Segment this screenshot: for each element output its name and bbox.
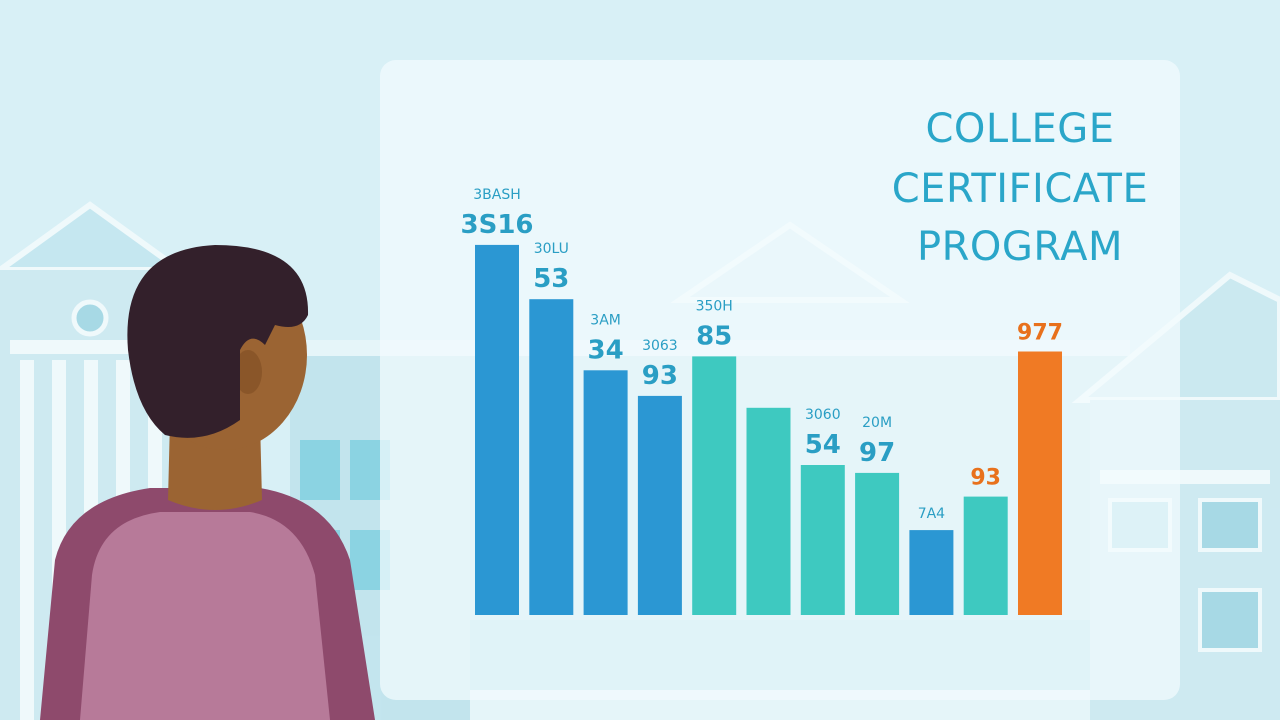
bar-1 xyxy=(475,244,519,615)
bar-10 xyxy=(963,496,1008,615)
bar-label-10-1: 93 xyxy=(970,466,1001,491)
bar-label-1-1: 3BASH xyxy=(473,187,521,203)
bar-2 xyxy=(529,299,574,615)
bar-label-7-2: 54 xyxy=(805,430,841,460)
bar-7 xyxy=(800,465,845,615)
bar-label-8-1: 20M xyxy=(862,415,892,431)
bar-3 xyxy=(583,370,628,615)
bar-label-5-2: 85 xyxy=(696,321,732,351)
bar-8 xyxy=(855,472,900,615)
bar-label-1-2: 3S16 xyxy=(461,210,534,240)
chart-title-line-1: COLLEGE xyxy=(925,106,1115,152)
bar-group xyxy=(475,244,1062,615)
bar-label-3-1: 3AM xyxy=(590,312,621,328)
bar-9 xyxy=(909,530,954,615)
bar-4 xyxy=(637,395,682,615)
chart-title-line-2: CERTIFICATE xyxy=(891,166,1149,212)
bar-label-2-2: 53 xyxy=(533,264,569,294)
label-group: 3S16 3BASH 53 30LU 34 3AM 93 3063 85 350H 54 3060 97… xyxy=(461,187,1063,522)
bar-label-8-2: 97 xyxy=(859,438,895,468)
chart-title-line-3: PROGRAM xyxy=(917,224,1123,270)
bar-label-7-1: 3060 xyxy=(805,407,841,423)
bar-label-9-1: 7A4 xyxy=(918,506,945,522)
bar-label-5-1: 350H xyxy=(696,298,733,314)
bar-5 xyxy=(692,356,737,615)
person-figure xyxy=(40,245,375,720)
bar-label-4-1: 3063 xyxy=(642,338,678,354)
bar-11 xyxy=(1018,351,1062,615)
bar-label-3-2: 34 xyxy=(588,335,624,365)
bar-label-2-1: 30LU xyxy=(534,241,569,257)
bar-label-4-2: 93 xyxy=(642,361,678,391)
bar-label-11-1: 977 xyxy=(1017,321,1063,346)
bar-6 xyxy=(746,407,791,615)
